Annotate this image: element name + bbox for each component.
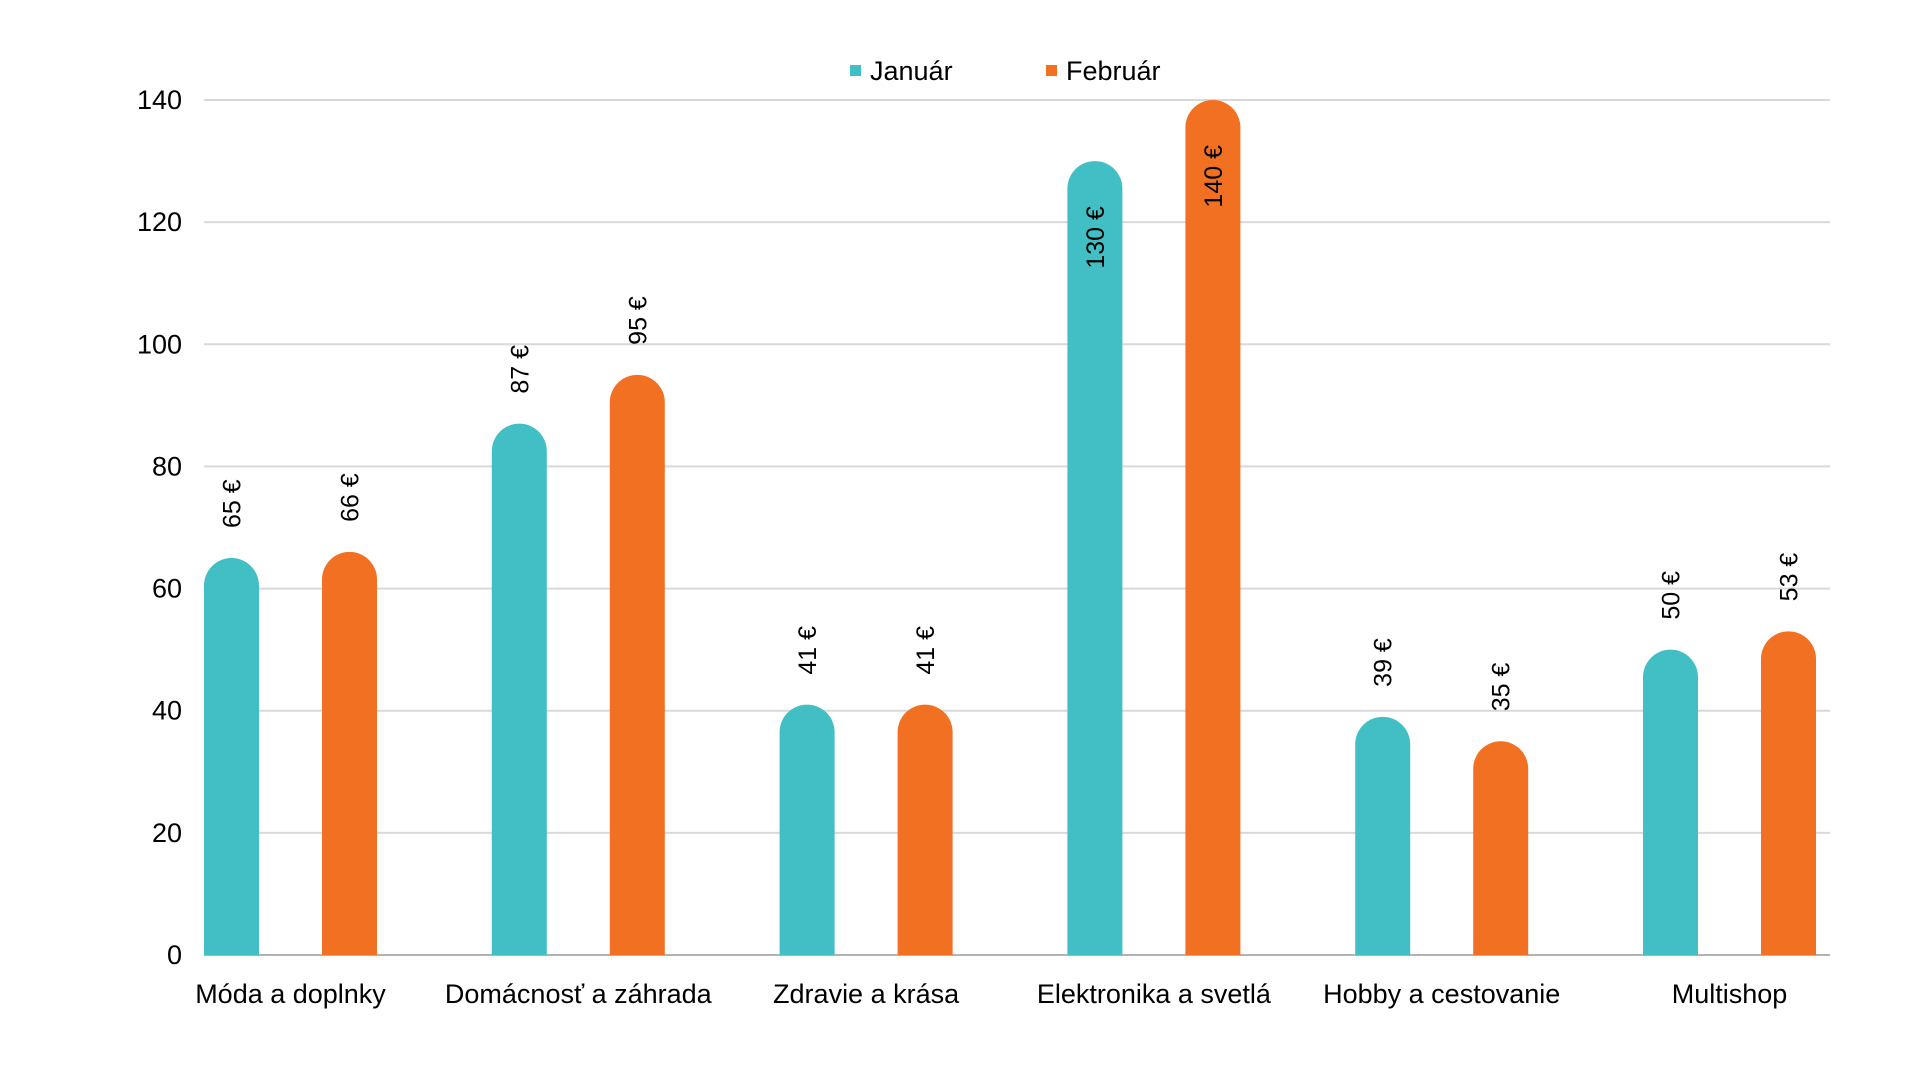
bars — [204, 100, 1816, 956]
x-tick-label: Zdravie a krása — [773, 979, 960, 1009]
bar-január — [779, 704, 835, 955]
y-tick-label: 100 — [137, 329, 182, 359]
bar-február — [897, 704, 953, 955]
x-axis-labels: Móda a doplnky Domácnosť a záhrada Zdravie… — [195, 979, 1787, 1009]
y-tick-label: 40 — [152, 696, 182, 726]
bar-január — [204, 558, 259, 955]
x-tick-label: Domácnosť a záhrada — [445, 979, 713, 1009]
x-tick-label: Multishop — [1672, 979, 1788, 1009]
x-tick-label: Hobby a cestovanie — [1323, 979, 1560, 1009]
legend-label: Február — [1066, 56, 1161, 86]
data-label: 41 € — [794, 626, 822, 675]
bar-február — [1761, 631, 1816, 955]
y-tick-label: 140 — [137, 85, 182, 115]
data-label: 41 € — [912, 626, 940, 675]
bar-február — [1473, 741, 1529, 955]
data-label: 95 € — [624, 296, 652, 345]
bar-február — [1185, 100, 1241, 955]
x-tick-label: Móda a doplnky — [195, 979, 386, 1009]
y-tick-label: 60 — [152, 574, 182, 604]
y-tick-label: 80 — [152, 451, 182, 481]
y-tick-label: 0 — [167, 940, 182, 970]
data-label: 39 € — [1370, 638, 1398, 687]
bar-február — [609, 374, 665, 956]
data-label: 50 € — [1658, 571, 1686, 620]
legend-label: Január — [870, 56, 953, 86]
legend-swatch-0 — [850, 65, 861, 76]
data-label: 66 € — [337, 473, 365, 522]
y-axis-ticks: 0 20 40 60 80 100 120 140 — [137, 85, 182, 970]
data-label: 140 € — [1200, 145, 1228, 208]
y-tick-label: 20 — [152, 818, 182, 848]
bar-január — [491, 423, 547, 955]
bar-január — [1355, 716, 1411, 955]
bar-január — [1643, 649, 1698, 955]
data-label: 130 € — [1082, 206, 1110, 269]
data-label: 53 € — [1776, 553, 1804, 602]
y-tick-label: 120 — [137, 207, 182, 237]
data-label: 35 € — [1488, 662, 1516, 711]
bar-január — [1067, 161, 1123, 955]
data-label: 87 € — [506, 345, 534, 394]
bar-február — [322, 551, 377, 955]
data-label: 65 € — [219, 479, 247, 528]
legend: Január Február — [850, 56, 1161, 86]
legend-swatch-1 — [1046, 65, 1057, 76]
gridlines — [204, 99, 1830, 956]
x-tick-label: Elektronika a svetlá — [1037, 979, 1272, 1009]
data-labels: 65 € 66 € 87 € 95 € 41 € 41 € 130 € 140 € 39 € 35… — [219, 145, 1804, 711]
